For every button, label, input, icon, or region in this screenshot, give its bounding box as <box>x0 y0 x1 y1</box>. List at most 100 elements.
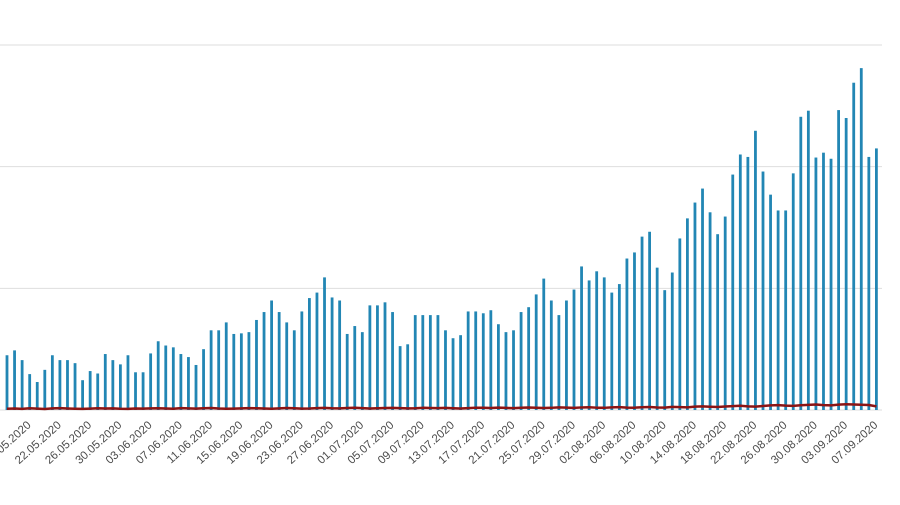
bar <box>459 335 462 410</box>
bar <box>806 110 810 410</box>
bar <box>171 347 175 410</box>
bar <box>421 315 425 410</box>
bar <box>323 277 326 410</box>
bar <box>126 355 130 410</box>
bar <box>565 300 568 410</box>
bar <box>338 300 342 410</box>
bar <box>557 315 561 410</box>
bar <box>360 332 364 410</box>
bar <box>701 188 704 410</box>
bar <box>134 372 137 410</box>
bar <box>81 380 84 410</box>
bar <box>50 355 54 410</box>
bar <box>761 171 765 410</box>
bar <box>746 156 750 410</box>
bar <box>512 330 515 410</box>
bar <box>852 82 856 410</box>
bar <box>391 312 394 410</box>
bar <box>247 332 251 410</box>
bar <box>738 154 742 410</box>
bar <box>270 300 273 410</box>
bar <box>776 210 780 410</box>
bar <box>670 272 674 410</box>
bar <box>655 267 659 410</box>
bar <box>285 322 289 410</box>
bar <box>587 280 591 410</box>
bar <box>708 212 712 410</box>
bar <box>678 238 682 410</box>
bar <box>580 266 583 410</box>
bar <box>345 333 349 410</box>
bar <box>119 364 122 410</box>
bar <box>784 210 788 410</box>
bar <box>209 330 213 410</box>
bar <box>829 158 833 410</box>
bar <box>489 310 493 410</box>
bar <box>859 68 863 410</box>
bar <box>519 312 523 410</box>
bar <box>202 349 205 410</box>
bar <box>5 355 9 410</box>
bar <box>610 292 614 410</box>
bar <box>262 312 266 410</box>
bar <box>179 354 183 410</box>
bar <box>844 118 848 410</box>
bar <box>799 116 803 411</box>
bar <box>156 341 160 410</box>
bar <box>239 333 243 410</box>
bar <box>436 315 440 410</box>
bar <box>292 330 296 410</box>
bar <box>617 284 621 410</box>
bar <box>300 311 304 410</box>
line <box>6 403 877 411</box>
bar <box>103 354 107 410</box>
bar <box>187 357 190 410</box>
bar <box>413 315 417 410</box>
bar <box>822 152 825 411</box>
bar <box>686 218 689 410</box>
bar <box>383 302 387 410</box>
bar <box>224 322 228 410</box>
bar <box>376 305 379 410</box>
bar <box>149 353 153 410</box>
bar <box>663 290 667 410</box>
bar <box>217 330 221 410</box>
bar <box>481 313 485 410</box>
bar <box>875 148 878 410</box>
bar <box>497 324 500 410</box>
bar <box>549 300 553 410</box>
bar <box>428 315 432 410</box>
bar <box>111 360 115 410</box>
bar <box>330 297 334 410</box>
bar <box>625 258 629 410</box>
bar <box>837 110 840 410</box>
bar <box>648 231 651 410</box>
bar <box>353 326 357 410</box>
bar <box>277 312 281 410</box>
bar <box>315 292 319 410</box>
bar <box>88 371 92 410</box>
bar <box>232 333 236 410</box>
bar <box>595 271 599 410</box>
bar <box>96 373 100 410</box>
bar <box>791 173 795 410</box>
bar <box>141 372 145 410</box>
bar <box>255 319 258 410</box>
bar <box>398 346 402 410</box>
bar <box>58 360 62 410</box>
bar <box>723 216 727 410</box>
bar <box>527 307 531 410</box>
bar <box>474 311 478 410</box>
bar <box>466 311 470 410</box>
bar <box>451 338 455 410</box>
bar <box>542 278 546 410</box>
bar <box>633 252 636 410</box>
bar <box>73 363 77 410</box>
bar <box>754 130 757 410</box>
bar <box>13 350 16 410</box>
bar <box>716 234 720 410</box>
bar <box>814 157 818 410</box>
bar <box>194 364 198 410</box>
bar <box>308 298 311 410</box>
